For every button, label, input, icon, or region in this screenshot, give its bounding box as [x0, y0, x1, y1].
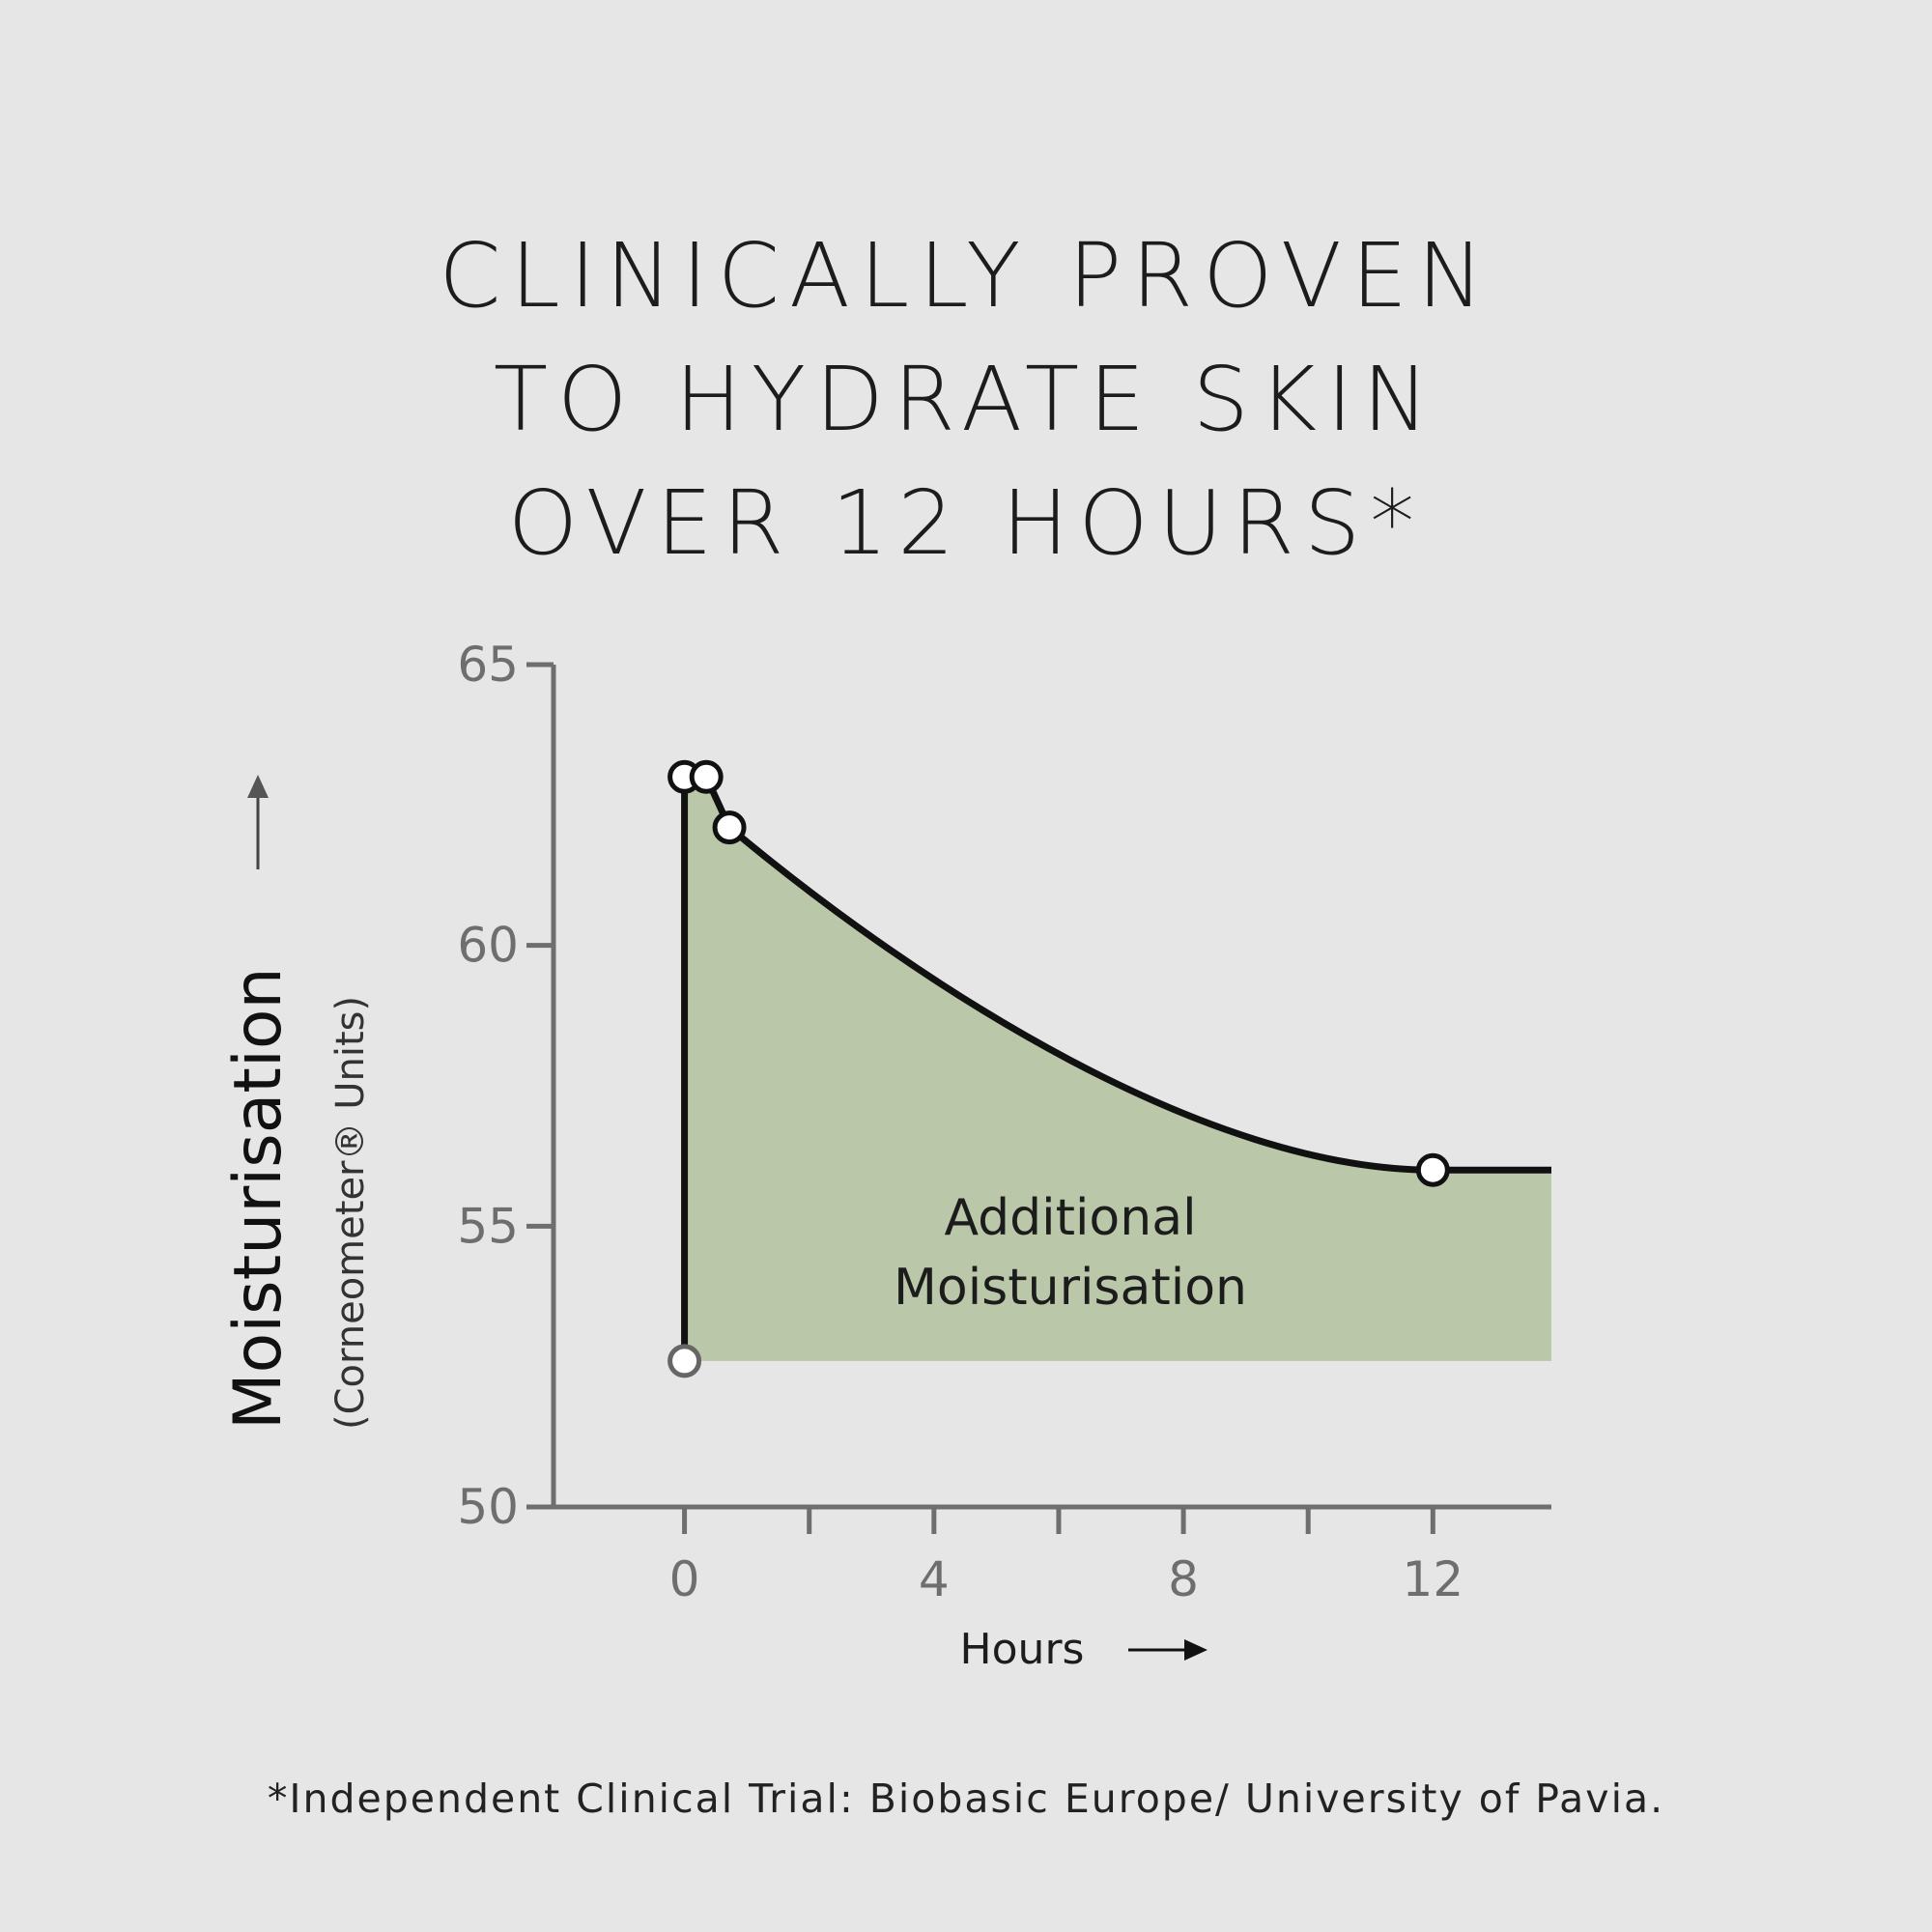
- x-tick-label: 8: [1168, 1551, 1199, 1607]
- y-axis-sublabel: (Corneometer® Units): [328, 996, 373, 1430]
- headline: CLINICALLY PROVEN TO HYDRATE SKIN OVER 1…: [0, 214, 1932, 585]
- annotation-line-2: Moisturisation: [894, 1259, 1247, 1317]
- y-tick-label: 60: [457, 918, 519, 974]
- x-axis-ticks: 0 4 8 12: [669, 1507, 1463, 1607]
- headline-line-1: CLINICALLY PROVEN: [439, 224, 1493, 327]
- y-tick-label: 50: [457, 1479, 519, 1535]
- headline-line-2: TO HYDRATE SKIN: [493, 348, 1439, 451]
- annotation-line-1: Additional: [944, 1189, 1196, 1247]
- data-point: [689, 759, 724, 794]
- headline-line-3: OVER 12 HOURS*: [507, 471, 1425, 575]
- x-axis-arrow-icon: [1128, 1639, 1208, 1661]
- y-axis-label: Moisturisation: [220, 967, 297, 1430]
- x-tick-label: 4: [919, 1551, 950, 1607]
- y-tick-label: 55: [457, 1198, 519, 1254]
- moisturisation-curve: [681, 773, 1551, 1361]
- data-point: [668, 1344, 702, 1378]
- y-tick-label: 65: [457, 637, 519, 693]
- y-axis-ticks: 50 55 60 65: [457, 637, 554, 1535]
- x-tick-label: 12: [1403, 1551, 1464, 1607]
- data-points: [668, 759, 1450, 1378]
- data-point: [712, 810, 747, 845]
- x-axis-label: Hours: [960, 1625, 1085, 1674]
- data-point: [1415, 1152, 1450, 1187]
- x-tick-label: 0: [669, 1551, 700, 1607]
- y-axis-arrow-icon: [247, 775, 269, 869]
- additional-moisturisation-area: [684, 777, 1551, 1361]
- footnote: *Independent Clinical Trial: Biobasic Eu…: [267, 1776, 1665, 1822]
